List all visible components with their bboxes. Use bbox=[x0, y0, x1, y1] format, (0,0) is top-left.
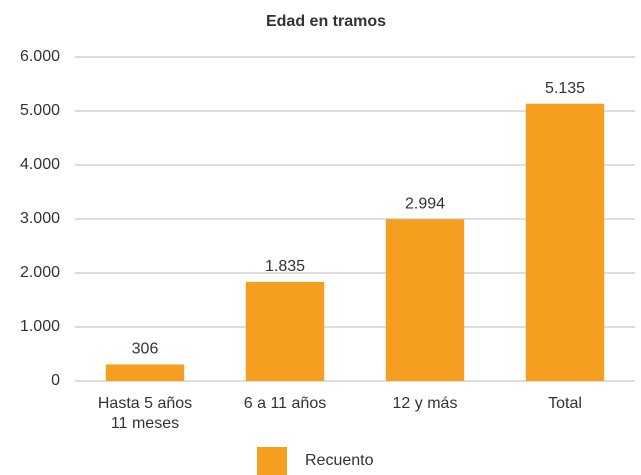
bar bbox=[105, 364, 185, 381]
data-label: 1.835 bbox=[265, 258, 305, 275]
x-tick-label: Total bbox=[548, 395, 582, 412]
data-label: 2.994 bbox=[405, 196, 445, 213]
data-label: 5.135 bbox=[545, 80, 585, 97]
x-tick-label: 12 y más bbox=[392, 395, 458, 412]
y-tick-label: 4.000 bbox=[20, 156, 60, 173]
x-tick-label: Hasta 5 años 11 meses bbox=[97, 395, 193, 432]
y-tick-label: 2.000 bbox=[20, 264, 60, 281]
data-label: 306 bbox=[132, 341, 159, 358]
y-tick-label: 6.000 bbox=[20, 48, 60, 65]
chart-title: Edad en tramos bbox=[266, 13, 386, 30]
bar bbox=[385, 219, 465, 381]
x-tick-label: 6 a 11 años bbox=[243, 395, 327, 412]
legend-swatch bbox=[257, 447, 287, 475]
y-tick-label: 5.000 bbox=[20, 102, 60, 119]
bar bbox=[245, 281, 325, 381]
legend-label: Recuento bbox=[305, 452, 374, 469]
bar bbox=[525, 103, 605, 382]
y-tick-label: 1.000 bbox=[20, 318, 60, 335]
y-tick-label: 0 bbox=[51, 372, 60, 389]
y-tick-label: 3.000 bbox=[20, 210, 60, 227]
